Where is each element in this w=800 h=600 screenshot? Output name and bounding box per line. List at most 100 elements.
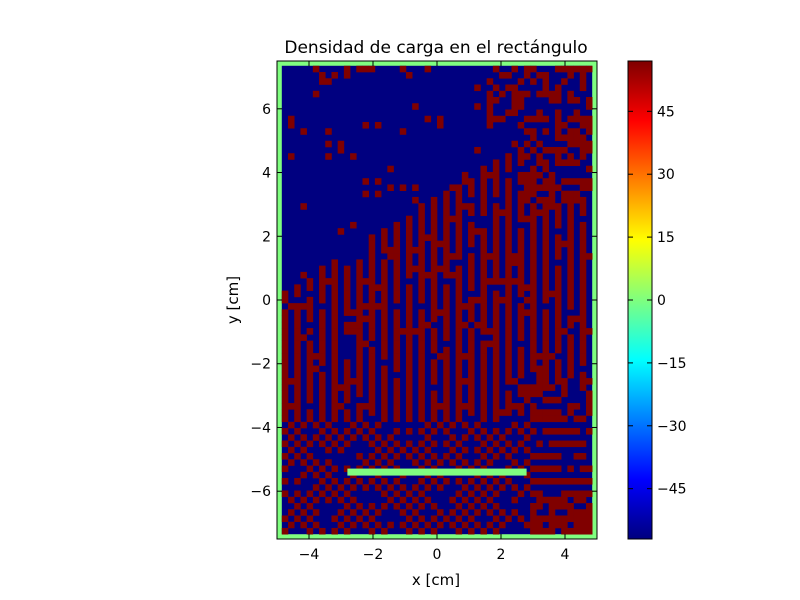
heatmap-cell [474,446,481,454]
heatmap-cell [511,278,519,285]
heatmap-cell [548,415,556,423]
heatmap-cell [418,221,425,229]
heatmap-cell [319,334,326,341]
heatmap-cell [567,315,574,323]
heatmap-cell [405,527,413,535]
heatmap-cell [294,384,301,391]
heatmap-cell [399,184,407,191]
heatmap-cell [567,221,574,229]
heatmap-cell [412,484,419,491]
heatmap-cell [542,196,550,204]
heatmap-cell [480,328,487,335]
heatmap-cell [492,403,500,410]
heatmap-cell [567,259,574,266]
heatmap-cell [530,221,537,229]
heatmap-cell [567,178,574,185]
heatmap-cell [573,453,581,460]
heatmap-cell [418,271,425,279]
heatmap-cell [319,490,326,498]
heatmap-cell [554,265,562,273]
heatmap-cell [424,65,432,73]
heatmap-cell [393,296,401,304]
heatmap-cell [561,384,568,391]
heatmap-cell [418,353,425,360]
heatmap-cell [343,490,351,498]
heatmap-cell [368,515,376,523]
heatmap-cell [480,384,487,391]
heatmap-cell [468,190,475,198]
heatmap-cell [350,496,357,504]
heatmap-cell [492,115,500,123]
heatmap-cell [492,415,500,423]
heatmap-cell [585,165,593,173]
heatmap-cell [294,409,301,416]
heatmap-cell [312,459,320,466]
heatmap-cell [455,221,463,229]
heatmap-cell [523,90,531,98]
heatmap-cell [331,284,338,291]
heatmap-cell [319,346,326,354]
heatmap-cell [281,328,289,335]
heatmap-cell [517,384,525,391]
heatmap-cell [548,178,556,185]
heatmap-cell [343,378,351,385]
heatmap-cell [312,521,320,529]
heatmap-cell [281,315,289,323]
heatmap-cell [443,196,450,204]
heatmap-cell [300,128,307,135]
heatmap-cell [505,253,512,260]
heatmap-cell [430,234,438,241]
heatmap-cell [399,328,407,335]
heatmap-cell [288,496,295,504]
y-tick-label: 2 [262,229,271,245]
heatmap-cell [319,290,326,298]
heatmap-cell [523,140,531,148]
heatmap-cell [567,234,574,241]
heatmap-cell [362,121,370,129]
heatmap-cell [393,278,401,285]
heatmap-cell [585,490,593,498]
heatmap-cell [288,521,295,529]
heatmap-cell [567,303,574,310]
heatmap-cell [486,90,494,98]
heatmap-cell [306,502,314,510]
heatmap-cell [554,84,562,92]
heatmap-cell [585,509,593,516]
heatmap-cell [399,521,407,529]
heatmap-cell [468,378,475,385]
heatmap-cell [579,221,587,229]
heatmap-cell [499,296,506,304]
heatmap-cell [443,409,450,416]
heatmap-cell [561,328,568,335]
heatmap-cell [505,184,512,191]
heatmap-cell [449,184,456,191]
heatmap-cell [567,515,574,523]
heatmap-cell [505,321,512,329]
heatmap-cell [319,340,326,348]
heatmap-cell [319,390,326,398]
heatmap-cell [319,403,326,410]
heatmap-cell [561,490,568,498]
heatmap-cell [517,403,525,410]
heatmap-cell [437,240,444,248]
conductor-line [347,468,527,476]
heatmap-cell [480,315,487,323]
heatmap-cell [530,253,537,260]
heatmap-cell [455,378,463,385]
heatmap-cell [387,184,394,191]
heatmap-cell [530,290,537,298]
heatmap-cell [567,340,574,348]
heatmap-cell [536,115,543,123]
heatmap-cell [561,146,568,154]
heatmap-cell [443,415,450,423]
heatmap-cell [573,527,581,535]
heatmap-cell [567,359,574,366]
heatmap-cell [405,396,413,404]
heatmap-cell [362,278,370,285]
heatmap-cell [455,203,463,210]
heatmap-cell [412,103,419,110]
heatmap-cell [567,265,574,273]
heatmap-cell [523,215,531,223]
heatmap-cell [517,409,525,416]
heatmap-cell [306,353,314,360]
